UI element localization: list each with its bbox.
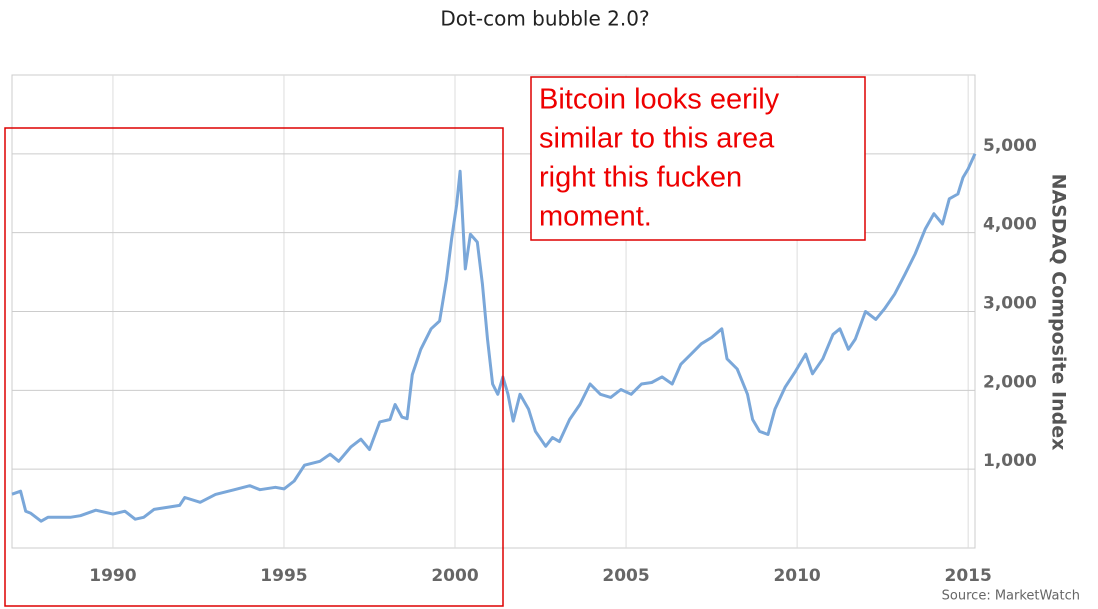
annotation-box [530,76,866,241]
annotation-line: moment. [539,201,652,233]
y-tick-label: 5,000 [983,136,1037,156]
line [11,153,977,523]
y-tick-label: 3,000 [983,294,1037,314]
annotation-line: Bitcoin looks eerily [539,84,780,116]
highlight-box [4,127,504,607]
x-tick-label: 2010 [773,566,820,586]
source: Source: MarketWatch [942,589,1080,604]
x-tick-label: 2015 [944,566,991,586]
y-axis-label: NASDAQ Composite Index [1048,174,1070,451]
marks [11,153,977,523]
annotation-line: similar to this area [539,123,775,155]
x-tick-label: 1995 [260,566,307,586]
x-tick-label: 2005 [602,566,649,586]
y-tick-label: 1,000 [983,451,1037,471]
annotation-line: right this fucken [539,162,742,194]
annotation: Bitcoin looks eerily similar to this area… [539,84,780,233]
x-tick-label: 2000 [431,566,478,586]
chart-title: Dot-com bubble 2.0? [440,7,649,31]
y-tick-label: 4,000 [983,215,1037,235]
x-tick-label: 1990 [89,566,136,586]
y-tick-label: 2,000 [983,372,1037,392]
